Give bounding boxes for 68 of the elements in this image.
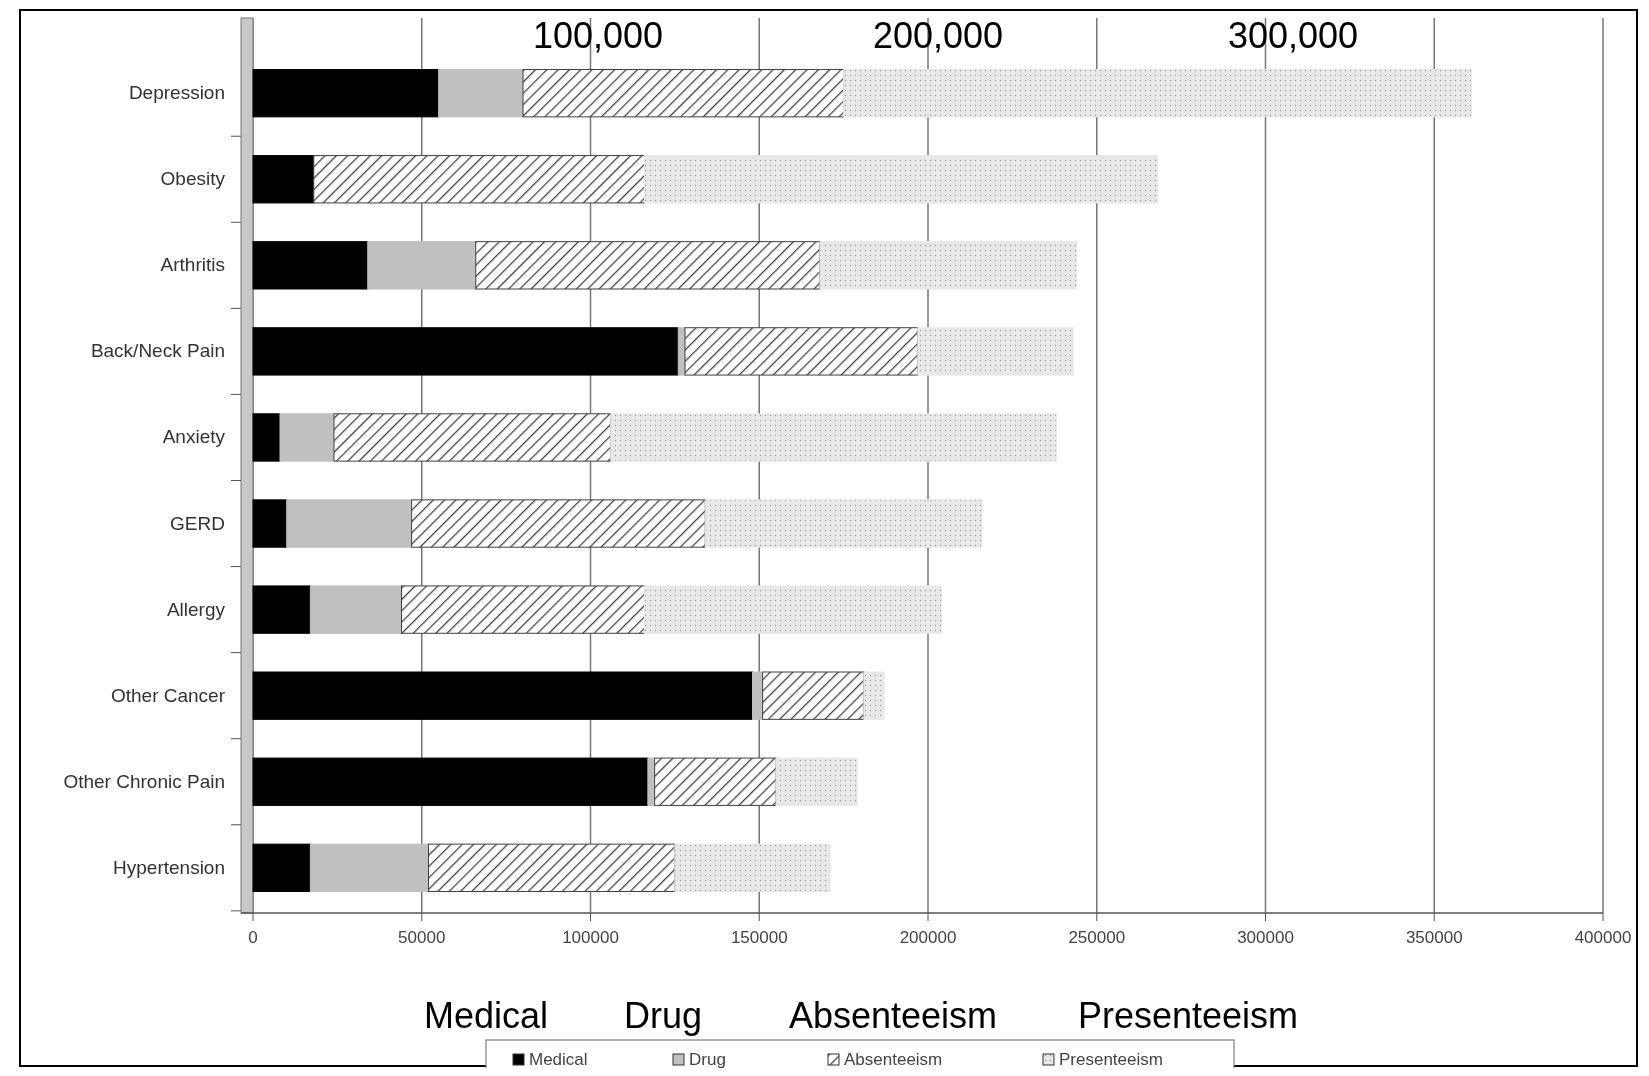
bar xyxy=(309,585,402,634)
bar xyxy=(917,327,1074,376)
bar xyxy=(704,499,983,548)
bar xyxy=(252,585,311,634)
bar xyxy=(313,155,645,204)
x-tick-label: 0 xyxy=(248,928,258,947)
text: Drug xyxy=(623,995,703,1036)
y-tick-label: Hypertension xyxy=(113,856,225,878)
bar xyxy=(475,241,821,290)
bar xyxy=(286,499,413,548)
x-tick-label: 350000 xyxy=(1405,928,1463,947)
y-tick-label: Depression xyxy=(128,82,225,104)
x-tick-label: 400000 xyxy=(1574,928,1632,947)
bar xyxy=(644,155,1158,204)
x-tick-label: 200000 xyxy=(899,928,957,947)
bar xyxy=(411,499,706,548)
x-tick-label: 50000 xyxy=(398,928,446,947)
bar xyxy=(762,671,865,720)
bar xyxy=(610,413,1057,462)
x-tick-label: 250000 xyxy=(1068,928,1126,947)
bar xyxy=(309,843,429,892)
bar xyxy=(333,413,612,462)
bar xyxy=(252,155,315,204)
legend-label: Medical xyxy=(529,1050,588,1069)
bar xyxy=(674,843,831,892)
x-tick-label: 150000 xyxy=(730,928,788,947)
annotation: 200,000 xyxy=(872,15,1004,56)
annotation: 300,000 xyxy=(1227,15,1359,56)
text: Absenteeism xyxy=(788,995,998,1036)
bar xyxy=(522,69,845,118)
text: Presenteeism xyxy=(1077,995,1299,1036)
y-tick-label: Obesity xyxy=(160,168,226,190)
bar xyxy=(252,499,288,548)
text: Medical xyxy=(423,995,549,1036)
bar xyxy=(752,671,764,720)
bar xyxy=(252,413,281,462)
bar xyxy=(654,757,777,806)
bar xyxy=(252,843,311,892)
legend-label: Drug xyxy=(689,1050,726,1069)
bar xyxy=(775,757,858,806)
x-tick-label: 300000 xyxy=(1237,928,1294,947)
y-tick-label: Arthritis xyxy=(160,254,225,276)
bar xyxy=(252,757,649,806)
y-tick-label: Other Chronic Pain xyxy=(63,770,225,792)
bar xyxy=(252,69,440,118)
bar xyxy=(644,585,942,634)
bar xyxy=(843,69,1472,118)
bar xyxy=(647,757,656,806)
annotation: 100,000 xyxy=(532,15,664,56)
y-tick-label: Back/Neck Pain xyxy=(90,340,225,362)
bar xyxy=(252,241,369,290)
bar xyxy=(438,69,524,118)
legend-label: Presenteeism xyxy=(1059,1050,1163,1069)
bar xyxy=(819,241,1077,290)
legend-label: Absenteeism xyxy=(844,1050,943,1069)
y-tick-label: Other Cancer xyxy=(110,684,226,706)
bar xyxy=(279,413,335,462)
bar xyxy=(252,671,753,720)
bar xyxy=(252,327,679,376)
bar xyxy=(684,327,919,376)
y-tick-label: Allergy xyxy=(166,598,226,620)
bar xyxy=(401,585,645,634)
bar xyxy=(367,241,477,290)
bar xyxy=(863,671,885,720)
bar xyxy=(428,843,676,892)
y-tick-label: Anxiety xyxy=(162,426,226,448)
y-tick-label: GERD xyxy=(170,512,225,534)
x-tick-label: 100000 xyxy=(562,928,619,947)
